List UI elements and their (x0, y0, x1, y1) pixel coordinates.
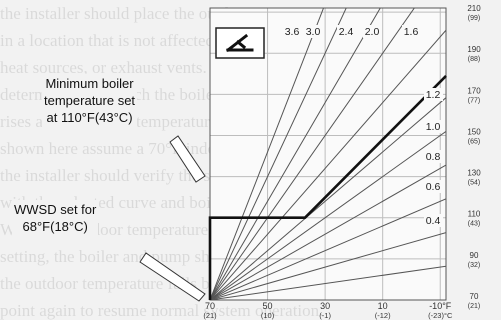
x-tick-label-celsius: (-1) (319, 311, 331, 320)
active-reset-curve (208, 74, 447, 300)
x-tick-label-celsius: (10) (261, 311, 275, 320)
curve-label-bg (363, 25, 382, 38)
y-tick-label: 210 (467, 4, 481, 13)
curve-label-bg (337, 25, 356, 38)
plot-border (209, 7, 447, 301)
reset-curve-3-6 (210, 8, 325, 300)
icon-stroke (225, 33, 254, 53)
wwsd-callout-line: 68°F(18°C) (22, 219, 88, 234)
curve-label-bg (424, 214, 443, 227)
y-tick-label-celsius: (99) (468, 15, 480, 22)
curve-label-bg (283, 25, 302, 38)
curve-label-bg (424, 88, 443, 101)
x-tick-label: -10°F (429, 301, 452, 311)
x-tick-label: 70 (205, 301, 215, 311)
reset-curve-2-0 (210, 8, 415, 300)
curve-label-bg (424, 120, 443, 133)
y-tick-label-celsius: (88) (468, 56, 480, 63)
curve-label: 3.6 (285, 26, 300, 38)
curve-label: 1.6 (404, 26, 419, 38)
reset-curve-0-4 (210, 232, 446, 300)
reset-curve-1-0 (210, 130, 446, 300)
curve-label-bg (424, 180, 443, 193)
background-text-line: point again to resume normal system oper… (0, 301, 324, 320)
wwsd-callout-line: WWSD set for (14, 202, 97, 217)
curve-label: 2.0 (365, 26, 380, 38)
y-tick-label: 70 (470, 292, 479, 301)
y-tick-label: 150 (467, 127, 481, 136)
reset-curve-unlabeled (210, 265, 446, 300)
reset-curves-group (210, 8, 446, 300)
y-tick-label: 170 (467, 86, 481, 95)
boiler-callout-line: temperature set (44, 93, 136, 108)
curve-label-bg (424, 150, 443, 163)
wwsd-callout: WWSD set for 68°F(18°C) (12, 200, 99, 236)
curve-label-bg (402, 25, 421, 38)
curve-label: 0.6 (426, 181, 441, 193)
x-tick-label-celsius: (21) (203, 311, 217, 320)
curve-label: 0.8 (426, 151, 441, 163)
curve-label: 1.2 (426, 89, 441, 101)
reset-curve-0-6 (210, 198, 446, 300)
boiler-minimum-callout: Minimum boiler temperature set at 110°F(… (42, 74, 138, 127)
x-tick-label-celsius: (-12) (375, 311, 391, 320)
y-tick-label: 130 (467, 169, 481, 178)
reset-curve-1-6 (210, 29, 446, 300)
y-tick-label-celsius: (21) (468, 303, 480, 310)
boiler-callout-line: Minimum boiler (45, 76, 134, 91)
y-tick-label-celsius: (32) (468, 262, 480, 269)
reset-curve-2-4 (210, 8, 381, 300)
boiler-callout-arrow (169, 135, 206, 183)
curve-label: 3.0 (306, 26, 321, 38)
wwsd-callout-arrow (139, 252, 206, 302)
reset-curve-3-0 (210, 8, 347, 300)
y-tick-label-celsius: (43) (468, 221, 480, 228)
x-tick-label-celsius: (-23)°C (428, 311, 453, 320)
y-tick-label-celsius: (65) (468, 138, 480, 145)
reset-curve-1-2 (210, 97, 446, 300)
curve-label: 1.0 (426, 121, 441, 133)
outdoor-reset-curve-icon (225, 33, 254, 53)
y-tick-label: 190 (467, 45, 481, 54)
boiler-callout-line: at 110°F(43°C) (46, 110, 133, 125)
curve-label-bg (304, 25, 323, 38)
x-tick-label: 30 (320, 301, 330, 311)
curve-label: 0.4 (426, 215, 441, 227)
y-tick-label: 110 (468, 210, 481, 219)
curve-label: 2.4 (339, 26, 354, 38)
y-tick-label: 90 (470, 251, 479, 260)
reset-curve-0-8 (210, 164, 446, 300)
y-tick-label-celsius: (54) (468, 180, 480, 187)
y-tick-label-celsius: (77) (468, 97, 480, 104)
x-tick-label: 50 (263, 301, 273, 311)
x-tick-label: 10 (378, 301, 388, 311)
